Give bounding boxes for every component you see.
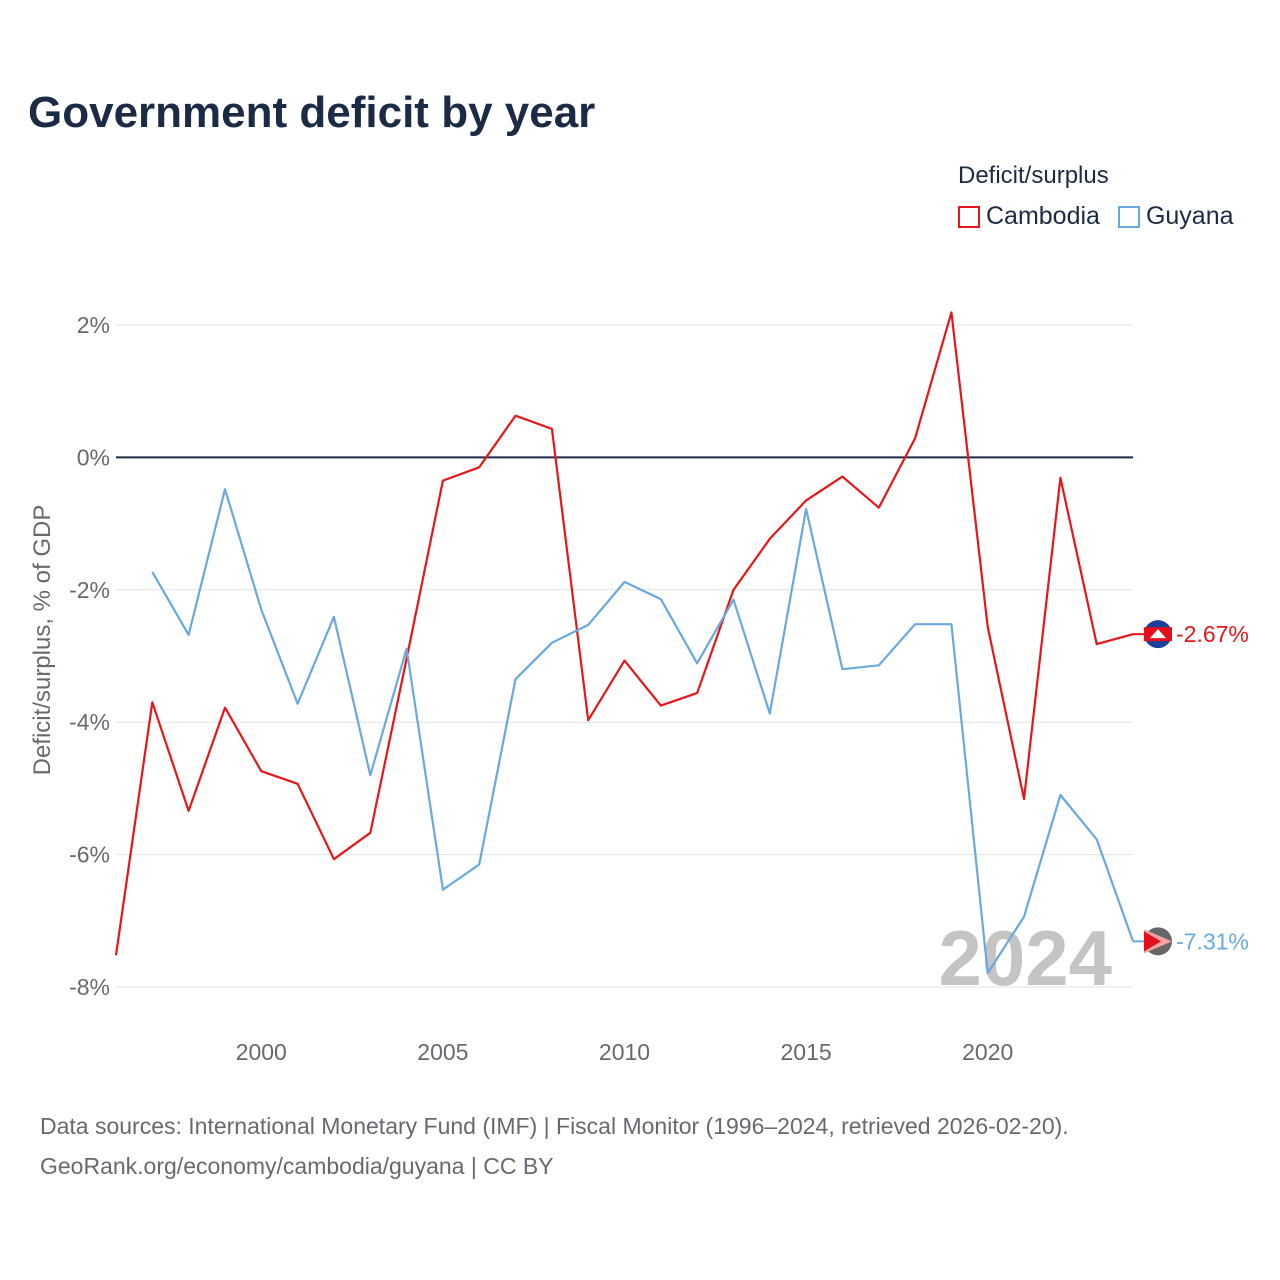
cambodia-flag-icon: [1144, 620, 1172, 649]
legend-item-guyana[interactable]: Guyana: [1117, 202, 1234, 231]
legend-swatch-cambodia: [958, 205, 980, 228]
x-tick-label: 2015: [781, 1039, 832, 1065]
year-watermark: 2024: [938, 914, 1112, 1002]
footer-attribution[interactable]: GeoRank.org/economy/cambodia/guyana | CC…: [40, 1153, 554, 1179]
guyana-flag-triangle: [1144, 931, 1161, 952]
y-tick-label: 0%: [77, 444, 110, 470]
y-tick-label: -8%: [69, 974, 110, 1000]
y-tick-label: 2%: [77, 312, 110, 338]
legend-title: Deficit/surplus: [958, 162, 1109, 189]
footer-sources: Data sources: International Monetary Fun…: [40, 1113, 1069, 1139]
y-tick-label: -2%: [69, 577, 110, 603]
y-axis-label: Deficit/surplus, % of GDP: [29, 505, 56, 776]
footer: Data sources: International Monetary Fun…: [40, 1106, 1069, 1186]
legend-label-guyana: Guyana: [1145, 202, 1234, 230]
legend-label-cambodia: Cambodia: [986, 202, 1100, 230]
x-tick-label: 2005: [417, 1039, 468, 1065]
x-tick-label: 2020: [962, 1039, 1013, 1065]
y-tick-label: -6%: [69, 842, 110, 868]
series-line-guyana: [151, 488, 1135, 975]
legend-item-cambodia[interactable]: Cambodia: [958, 202, 1100, 231]
guyana-flag-icon: [1144, 927, 1172, 956]
series-line-cambodia: [114, 311, 1134, 956]
legend-swatch-guyana: [1117, 205, 1140, 228]
legend: Deficit/surplus Cambodia Guyana: [958, 162, 1268, 231]
x-tick-label: 2000: [236, 1039, 287, 1065]
x-tick-label: 2010: [599, 1039, 650, 1065]
page-title: Government deficit by year: [28, 88, 596, 137]
cambodia-flag-temple: [1150, 629, 1166, 639]
end-value-label-guyana: -7.31%: [1176, 928, 1249, 954]
end-value-label-cambodia: -2.67%: [1176, 621, 1249, 647]
y-tick-label: -4%: [69, 709, 110, 735]
